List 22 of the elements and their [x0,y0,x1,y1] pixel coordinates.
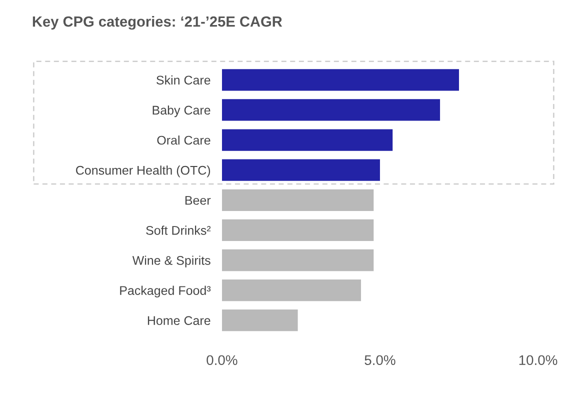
y-tick-label: Packaged Food³ [120,286,211,298]
x-tick-label: 5.0% [364,355,396,366]
bar [222,310,298,332]
y-tick-label: Oral Care [157,136,210,145]
y-tick-label: Consumer Health (OTC) [76,166,210,178]
bar [222,219,374,242]
y-tick-label: Home Care [148,316,210,326]
x-tick-label: 0.0% [206,355,238,366]
bar [222,279,362,302]
y-tick-label: Baby Care [152,105,210,118]
y-tick-label: Wine & Spirits [132,256,210,268]
y-tick-label: Skin Care [156,75,210,85]
y-tick-label: Beer [185,196,211,205]
y-tick-label: Soft Drinks² [146,226,211,235]
x-tick-label: 10.0% [519,355,558,366]
bar [222,249,374,272]
chart-title: Key CPG categories: ‘21-’25E CAGR [32,16,282,30]
bar [222,99,440,121]
bar [222,159,380,181]
bar [222,69,459,91]
bar [222,129,393,151]
bar [222,189,374,211]
